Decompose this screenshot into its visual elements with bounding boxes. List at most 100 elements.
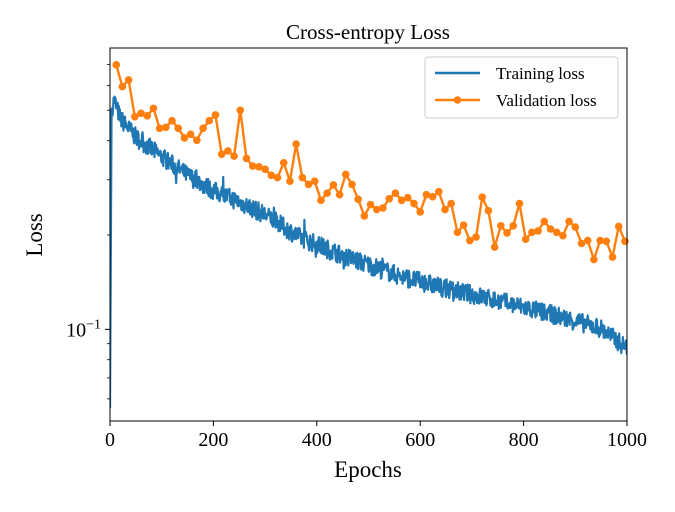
validation-loss-point: [199, 124, 207, 133]
validation-loss-point: [602, 237, 611, 246]
validation-loss-point: [379, 204, 387, 212]
y-tick-exponent: −1: [86, 317, 101, 332]
validation-loss-point: [515, 199, 524, 208]
validation-loss-point: [466, 236, 474, 245]
validation-loss-point: [447, 199, 456, 208]
validation-loss-point: [416, 208, 425, 216]
validation-loss-point: [168, 116, 176, 125]
validation-loss-point: [534, 227, 542, 235]
validation-loss-point: [528, 228, 536, 237]
validation-loss-point: [112, 61, 121, 69]
validation-loss-point: [521, 235, 530, 243]
validation-loss-point: [236, 106, 245, 115]
validation-loss-point: [137, 109, 145, 118]
validation-loss-point: [565, 217, 573, 226]
validation-loss-point: [490, 243, 499, 251]
validation-loss-point: [484, 206, 493, 215]
validation-loss-point: [453, 228, 462, 237]
validation-loss-point: [242, 154, 251, 163]
validation-loss-point: [341, 170, 350, 179]
validation-loss-point: [335, 190, 344, 199]
validation-loss-point: [155, 124, 164, 133]
x-tick-label: 800: [509, 429, 539, 451]
chart-title: Cross-entropy Loss: [286, 20, 450, 44]
validation-loss-point: [403, 193, 412, 202]
validation-loss-point: [552, 228, 561, 237]
validation-loss-point: [503, 229, 511, 237]
validation-loss-point: [385, 194, 393, 203]
validation-loss-point: [372, 205, 381, 214]
validation-loss-point: [205, 116, 214, 125]
validation-loss-point: [596, 236, 604, 245]
validation-loss-point: [118, 82, 127, 91]
validation-loss-point: [224, 147, 232, 155]
validation-loss-point: [261, 165, 269, 174]
validation-loss-point: [571, 223, 580, 231]
validation-loss-point: [317, 196, 325, 205]
validation-loss-point: [577, 239, 586, 248]
validation-loss-point: [298, 173, 307, 182]
validation-loss-point: [211, 111, 220, 119]
x-tick-label: 1000: [607, 429, 647, 451]
validation-loss-point: [149, 104, 158, 113]
validation-loss-point: [497, 221, 505, 230]
validation-loss-point: [329, 181, 338, 189]
validation-loss-point: [590, 255, 598, 264]
validation-loss-point: [131, 112, 139, 121]
legend-validation-label: Validation loss: [496, 91, 597, 110]
validation-loss-point: [323, 189, 331, 197]
x-tick-label: 0: [105, 429, 115, 451]
validation-loss-point: [559, 231, 567, 240]
legend-validation-marker: [453, 96, 462, 104]
training-loss-line: [110, 95, 627, 409]
validation-loss-point: [540, 217, 549, 226]
validation-loss-point: [124, 76, 133, 84]
x-tick-label: 400: [302, 429, 332, 451]
y-tick-base: 10: [66, 319, 86, 341]
y-tick-label: 10−1: [66, 317, 101, 341]
validation-loss-point: [174, 124, 183, 133]
validation-loss-point: [397, 196, 406, 205]
validation-loss-point: [422, 190, 431, 199]
plot-area: [110, 61, 629, 409]
validation-loss-point: [193, 136, 201, 145]
validation-loss-point: [472, 233, 480, 241]
y-axis-label: Loss: [22, 213, 47, 257]
validation-loss-point: [478, 193, 487, 202]
validation-loss-point: [186, 130, 195, 139]
validation-loss-point: [410, 199, 418, 208]
validation-loss-point: [354, 195, 362, 204]
validation-loss-point: [583, 236, 592, 245]
x-tick-label: 600: [405, 429, 435, 451]
validation-loss-point: [273, 173, 282, 182]
validation-loss-point: [546, 225, 555, 233]
legend: Training loss Validation loss: [424, 56, 619, 119]
validation-loss-point: [509, 221, 518, 230]
validation-loss-point: [162, 123, 170, 132]
validation-loss-point: [286, 177, 294, 185]
validation-loss-point: [441, 205, 449, 214]
validation-loss-point: [310, 177, 319, 185]
axes-frame: [109, 47, 628, 422]
validation-loss-point: [255, 163, 263, 171]
legend-training-label: Training loss: [496, 64, 585, 83]
validation-loss-point: [428, 192, 437, 201]
validation-loss-point: [348, 180, 356, 189]
validation-loss-point: [248, 162, 257, 170]
x-axis-label: Epochs: [334, 457, 402, 482]
validation-loss-point: [621, 237, 629, 246]
validation-loss-point: [279, 158, 288, 167]
validation-loss-point: [614, 222, 623, 231]
validation-loss-point: [230, 152, 238, 160]
validation-loss-point: [217, 150, 226, 159]
validation-loss-point: [267, 171, 276, 180]
validation-loss-point: [391, 189, 400, 197]
validation-loss-point: [608, 253, 617, 261]
validation-loss-point: [292, 140, 300, 148]
validation-loss-point: [459, 221, 468, 229]
validation-loss-point: [435, 187, 443, 196]
x-tick-label: 200: [198, 429, 228, 451]
validation-loss-point: [304, 180, 313, 189]
validation-loss-point: [180, 134, 189, 142]
